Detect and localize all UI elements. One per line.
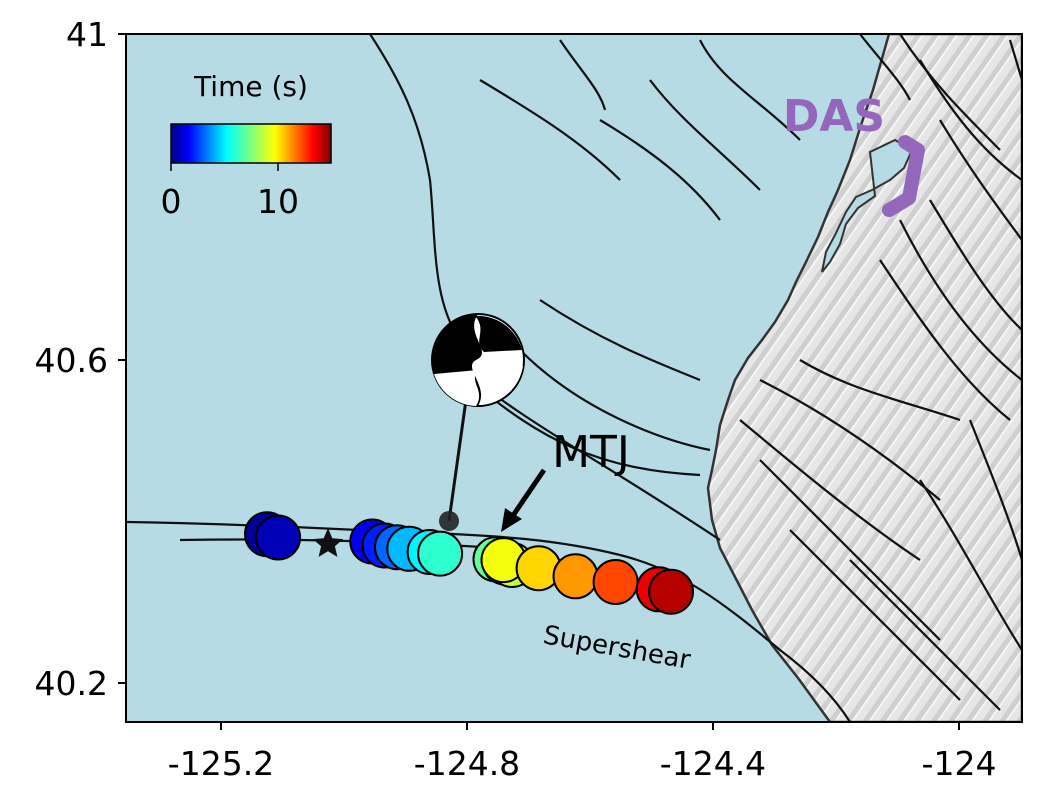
mainshock-centroid-marker bbox=[439, 511, 459, 531]
mtj-arrow bbox=[501, 468, 547, 532]
rupture-event-marker bbox=[592, 559, 639, 605]
x-tick-label: -124 bbox=[922, 744, 997, 783]
focal-mechanism-beachball bbox=[431, 313, 525, 407]
mtj-label: MTJ bbox=[552, 427, 630, 478]
y-tick-label: 41 bbox=[66, 15, 108, 54]
epicenter-star-icon bbox=[312, 528, 344, 557]
events-layer bbox=[244, 511, 694, 615]
humboldt-bay bbox=[821, 138, 914, 273]
y-tick-label: 40.6 bbox=[35, 341, 108, 380]
rupture-event-marker bbox=[255, 514, 302, 561]
x-tick-label: -125.2 bbox=[168, 744, 274, 783]
das-label: DAS bbox=[783, 91, 885, 142]
colorbar: Time (s) 0 10 bbox=[161, 70, 332, 221]
y-tick-label: 40.2 bbox=[35, 664, 108, 703]
rupture-event-marker bbox=[552, 553, 599, 600]
fault-lines bbox=[126, 34, 1022, 722]
plot-frame bbox=[125, 33, 1023, 723]
colorbar-tick-label: 10 bbox=[257, 182, 299, 221]
colorbar-title: Time (s) bbox=[193, 70, 308, 103]
colorbar-tick-label: 0 bbox=[161, 182, 182, 221]
x-tick-label: -124.8 bbox=[414, 744, 520, 783]
rupture-event-marker bbox=[417, 530, 464, 577]
rupture-event-marker bbox=[648, 568, 694, 615]
land bbox=[706, 34, 1022, 722]
x-tick-label: -124.4 bbox=[660, 744, 766, 783]
axis-ticks bbox=[118, 33, 960, 730]
beachball-leader bbox=[447, 399, 468, 522]
y-tick-labels: 41 40.6 40.2 bbox=[35, 15, 108, 703]
das-cable bbox=[882, 135, 925, 217]
x-tick-labels: -125.2 -124.8 -124.4 -124 bbox=[168, 744, 997, 783]
colorbar-gradient bbox=[170, 123, 332, 164]
